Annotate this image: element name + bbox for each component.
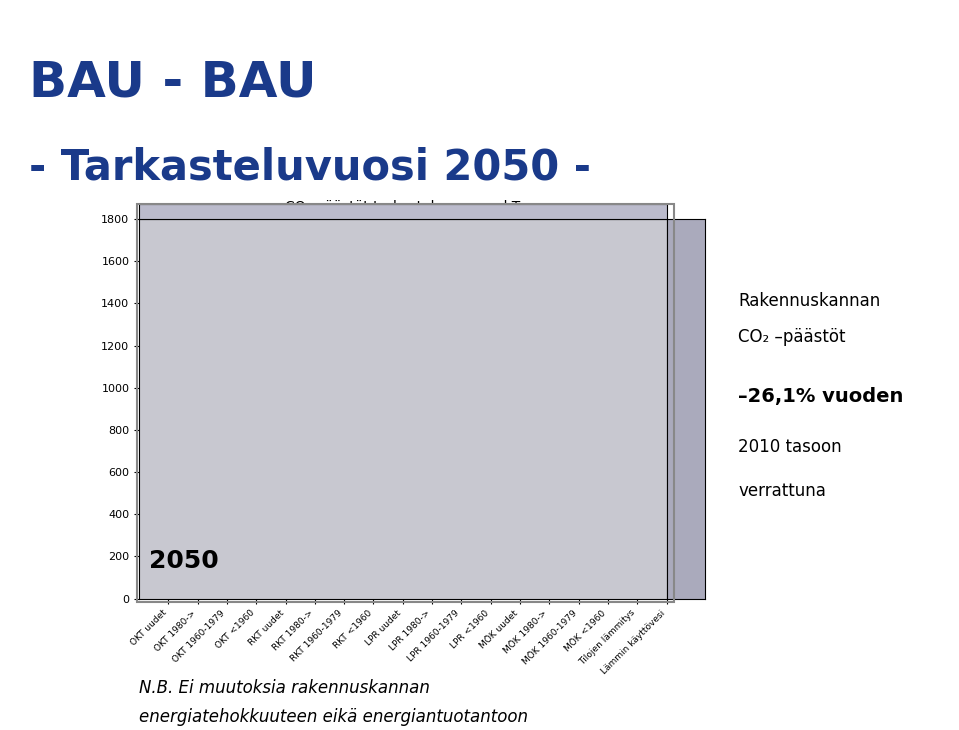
- Bar: [664, 598, 669, 599]
- Bar: [458, 580, 464, 599]
- Text: - Tarkasteluvuosi 2050 -: - Tarkasteluvuosi 2050 -: [29, 146, 591, 188]
- Bar: [283, 546, 289, 599]
- Bar: [423, 172, 429, 440]
- Bar: [364, 590, 370, 599]
- Bar: [246, 567, 253, 599]
- Bar: [335, 561, 340, 599]
- Bar: [318, 525, 324, 599]
- Bar: [230, 461, 236, 599]
- Bar: [481, 586, 487, 599]
- Text: –26,1% vuoden: –26,1% vuoden: [738, 387, 903, 406]
- Bar: [634, 598, 640, 599]
- Bar: [465, 356, 471, 599]
- Bar: [423, 440, 429, 599]
- Bar: [159, 409, 165, 599]
- Bar: [552, 580, 559, 599]
- Bar: [494, 476, 500, 599]
- Bar: [348, 542, 354, 599]
- Text: N.B. Ei muutoksia rakennuskannan: N.B. Ei muutoksia rakennuskannan: [139, 679, 430, 697]
- Bar: [628, 598, 634, 599]
- Bar: [195, 546, 200, 599]
- Bar: [377, 556, 383, 599]
- Text: BAU - BAU: BAU - BAU: [29, 58, 316, 107]
- Text: CO₂ –päästöt: CO₂ –päästöt: [738, 328, 846, 347]
- Bar: [540, 598, 546, 599]
- Legend: Tilojen lämmitys, Lämmin käyttövesi: Tilojen lämmitys, Lämmin käyttövesi: [533, 224, 662, 256]
- Bar: [253, 577, 259, 599]
- Bar: [452, 510, 457, 599]
- Text: energiatehokkuuteen eikä energiantuotantoon: energiatehokkuuteen eikä energiantuotant…: [139, 708, 528, 726]
- Bar: [400, 529, 406, 599]
- Bar: [393, 362, 399, 599]
- Bar: [289, 474, 295, 599]
- Bar: [224, 573, 230, 599]
- Bar: [218, 567, 223, 599]
- Bar: [488, 592, 494, 599]
- Bar: [260, 489, 266, 599]
- Bar: [598, 598, 604, 599]
- Text: 2050: 2050: [149, 549, 219, 573]
- Bar: [276, 550, 282, 599]
- Bar: [605, 598, 611, 599]
- Text: verrattuna: verrattuna: [738, 482, 827, 500]
- Bar: [575, 598, 581, 599]
- Bar: [435, 361, 441, 599]
- Bar: [570, 598, 575, 599]
- Title: CO₂-päästöt tarkasteluvuonna, kT: CO₂-päästöt tarkasteluvuonna, kT: [285, 200, 521, 214]
- Bar: [547, 596, 552, 599]
- Bar: [341, 556, 347, 599]
- Bar: [306, 556, 312, 599]
- Bar: [370, 588, 376, 599]
- Bar: [517, 596, 523, 599]
- Bar: [430, 580, 435, 599]
- Bar: [201, 474, 207, 599]
- Bar: [510, 598, 517, 599]
- Text: 2010 tasoon: 2010 tasoon: [738, 438, 842, 456]
- Text: Rakennuskannan: Rakennuskannan: [738, 292, 880, 310]
- Bar: [657, 598, 663, 599]
- Bar: [188, 487, 194, 599]
- Bar: [312, 552, 317, 599]
